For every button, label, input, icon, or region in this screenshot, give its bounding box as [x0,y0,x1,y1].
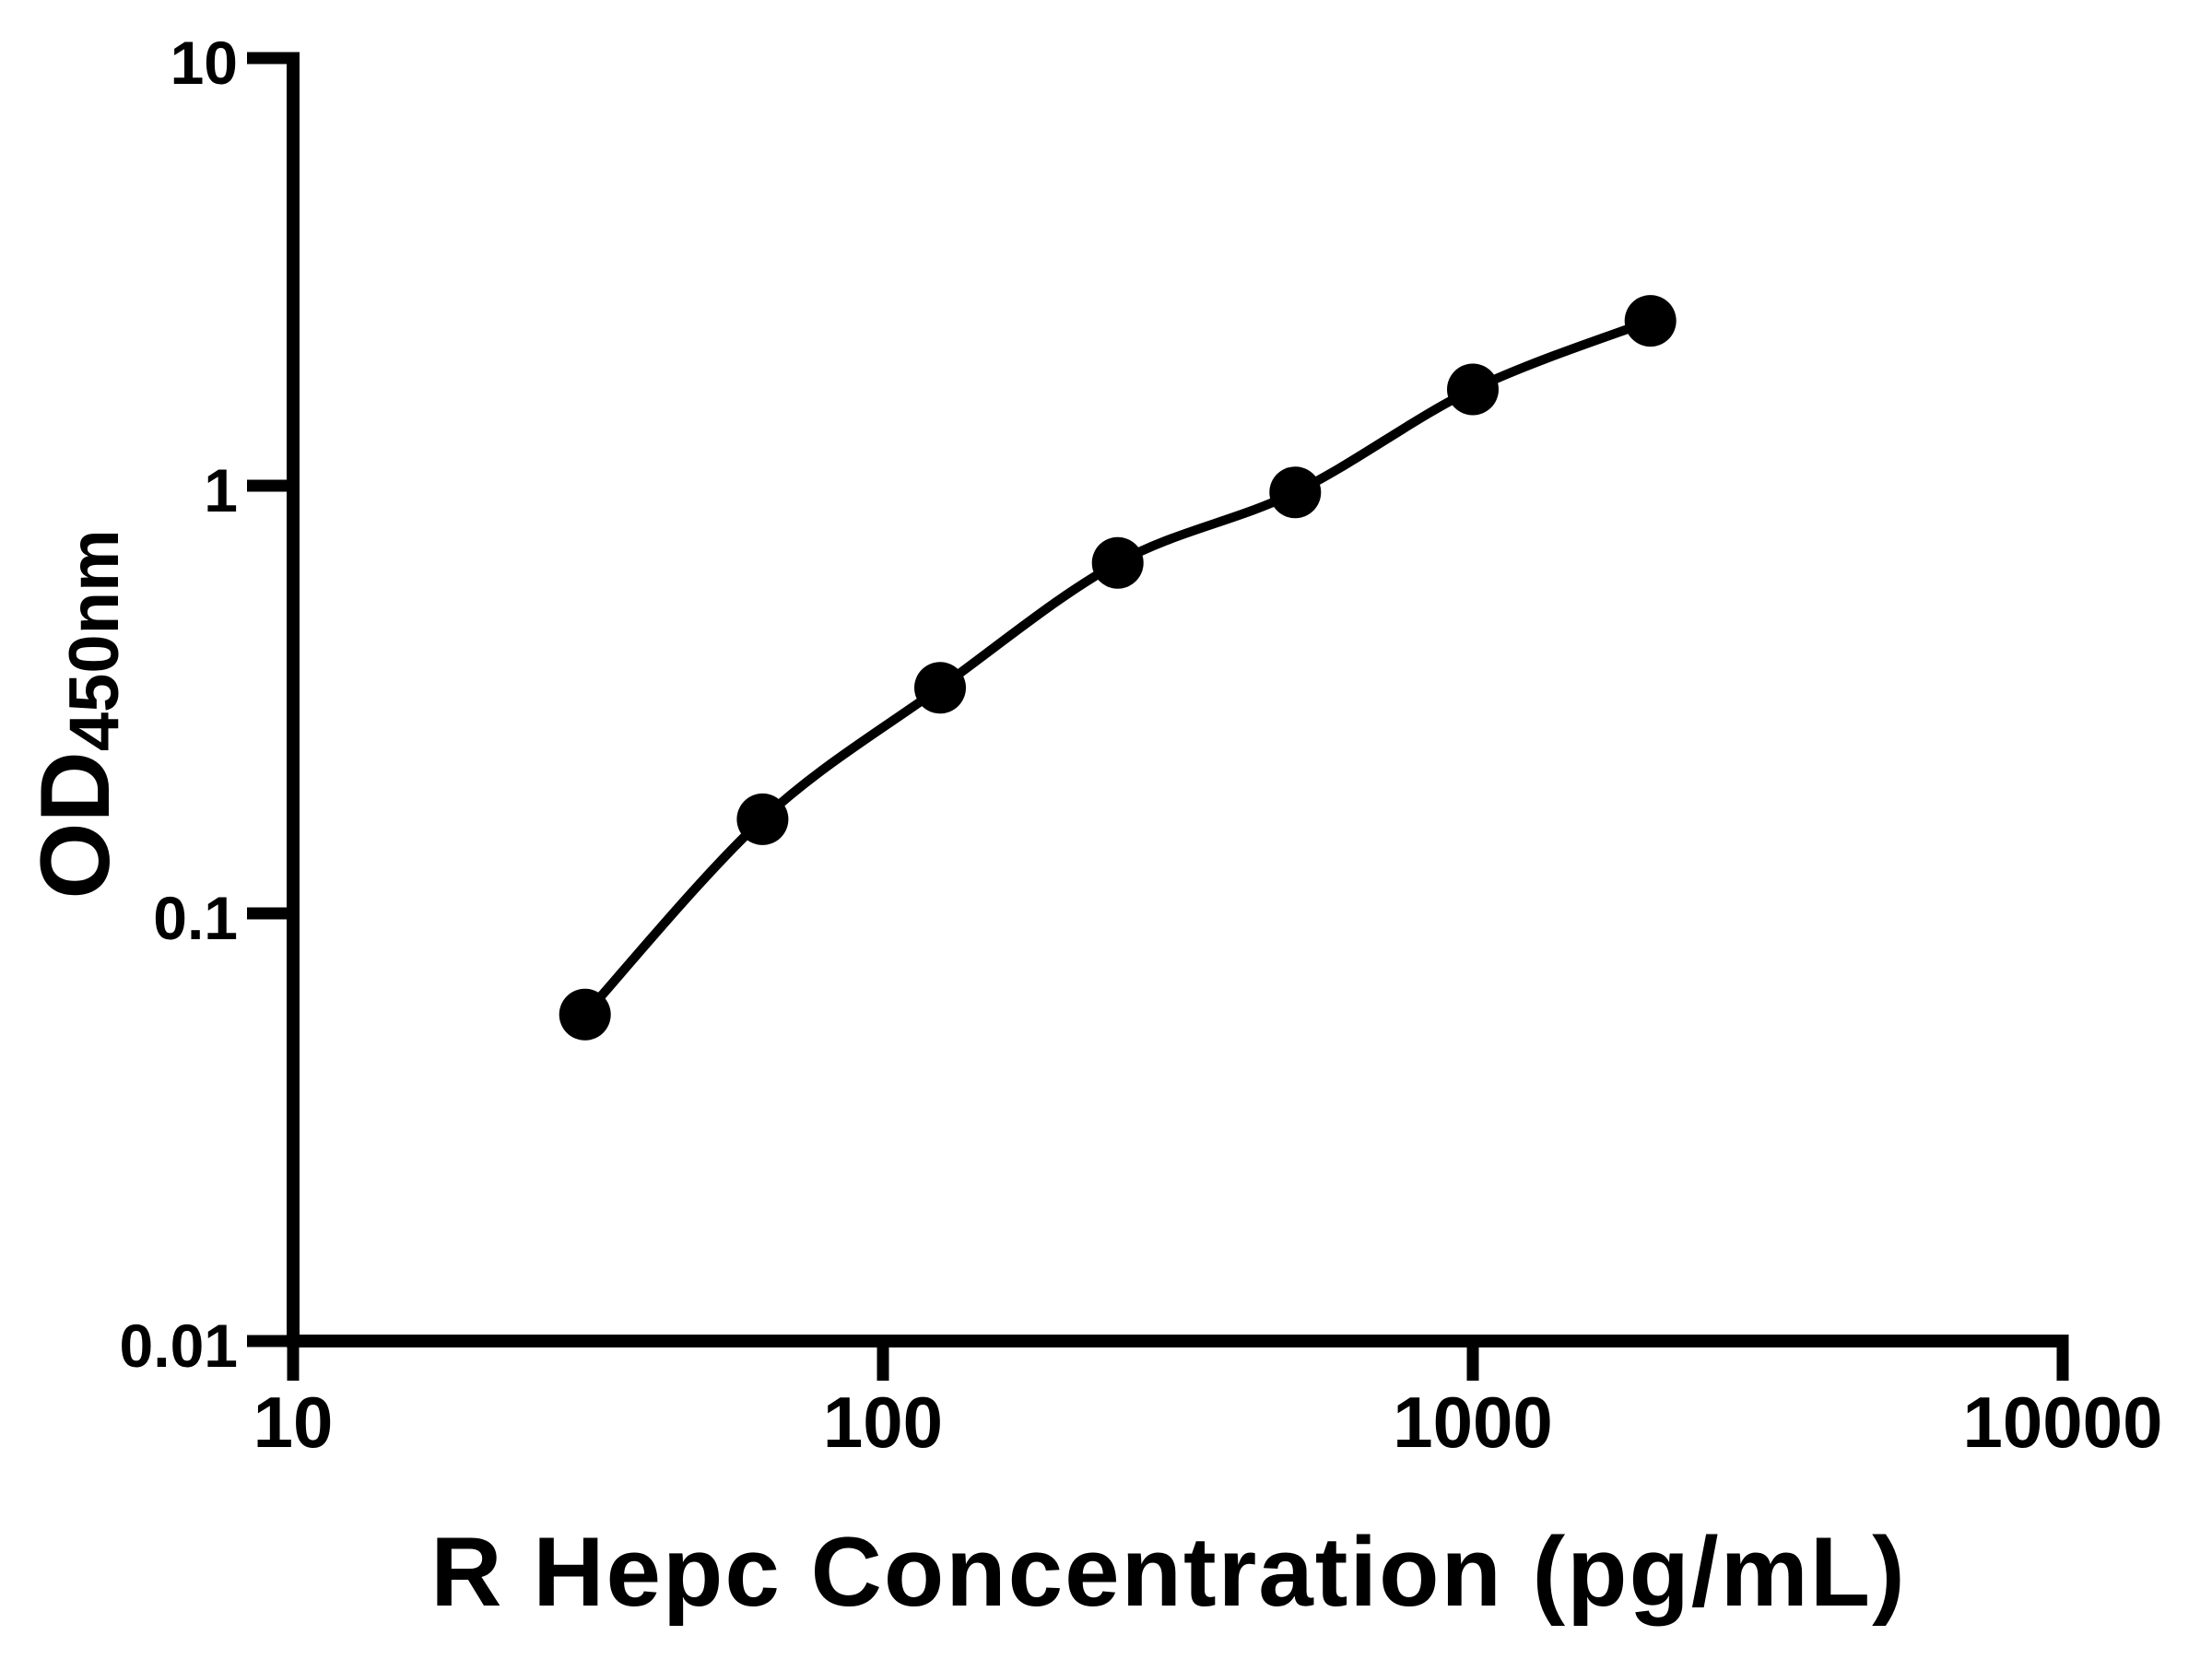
data-point [1269,466,1322,519]
x-axis-title: R Hepc Concentration (pg/mL) [430,1516,1907,1627]
tick-label-layer: 10 100 1000 10000 0.01 0.1 1 10 [120,29,2163,1463]
y-axis-title-main: OD [19,751,130,900]
y-axis-title-subscript: 450nm [55,529,134,751]
data-point [1447,363,1499,416]
data-point [1624,295,1677,347]
data-points-group [559,295,1677,1041]
data-point [1091,536,1144,589]
y-tick-label: 0.1 [153,884,238,952]
data-point [559,988,611,1041]
x-tick-label: 1000 [1393,1382,1553,1463]
x-tick-label: 10 [253,1382,334,1463]
y-tick-label: 10 [171,29,238,97]
x-tick-label: 100 [823,1382,943,1463]
y-axis-title: OD450nm [19,529,134,899]
y-tick-label: 0.01 [120,1312,238,1380]
data-point [914,662,966,714]
x-tick-label: 10000 [1963,1382,2163,1463]
data-point [736,793,789,845]
axes-layer [247,52,2069,1381]
y-tick-label: 1 [204,456,238,524]
fit-curve-line [580,316,1655,1019]
